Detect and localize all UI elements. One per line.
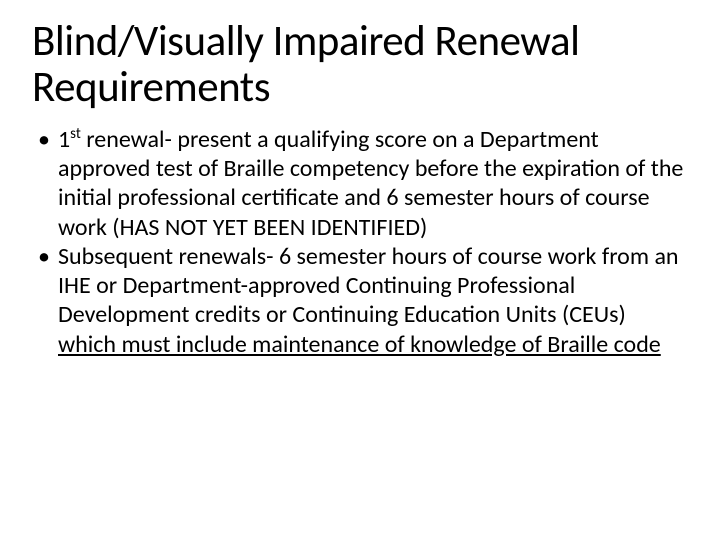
slide: Blind/Visually Impaired Renewal Requirem… [0, 0, 720, 540]
page-title: Blind/Visually Impaired Renewal Requirem… [32, 18, 688, 111]
list-item: Subsequent renewals- 6 semester hours of… [32, 242, 688, 359]
bullet1-rest: renewal- present a qualifying score on a… [58, 125, 683, 242]
bullet2-underlined: which must include maintenance of knowle… [58, 330, 661, 359]
bullet1-sup: st [70, 124, 81, 142]
list-item: 1st renewal- present a qualifying score … [32, 125, 688, 242]
bullet-list: 1st renewal- present a qualifying score … [32, 125, 688, 359]
bullet2-plain: Subsequent renewals- 6 semester hours of… [58, 242, 679, 330]
bullet1-prefix: 1 [58, 125, 70, 154]
